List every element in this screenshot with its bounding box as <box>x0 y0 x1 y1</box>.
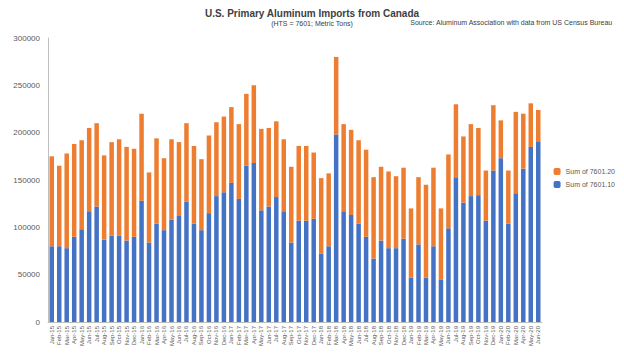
svg-text:Sum of 7601.20: Sum of 7601.20 <box>566 168 616 175</box>
svg-text:Feb-17: Feb-17 <box>236 325 242 345</box>
svg-text:Jul-16: Jul-16 <box>183 325 189 342</box>
svg-text:Dec-18: Dec-18 <box>401 325 407 345</box>
svg-text:Jan-20: Jan-20 <box>498 325 504 344</box>
svg-text:Sum of 7601.10: Sum of 7601.10 <box>566 181 616 188</box>
svg-text:Mar-16: Mar-16 <box>154 325 160 345</box>
svg-text:May-16: May-16 <box>169 325 175 346</box>
svg-text:Mar-20: Mar-20 <box>513 325 519 345</box>
svg-text:May-20: May-20 <box>528 325 534 346</box>
svg-text:Mar-18: Mar-18 <box>333 325 339 345</box>
svg-text:Jun-16: Jun-16 <box>176 325 182 344</box>
svg-text:Dec-15: Dec-15 <box>131 325 137 345</box>
svg-text:Feb-15: Feb-15 <box>56 325 62 345</box>
svg-text:Apr-18: Apr-18 <box>341 325 347 344</box>
svg-text:Jul-15: Jul-15 <box>94 325 100 342</box>
svg-text:Mar-17: Mar-17 <box>243 325 249 345</box>
svg-text:Jun-20: Jun-20 <box>535 325 541 344</box>
svg-text:Sep-18: Sep-18 <box>378 325 384 345</box>
svg-text:Jan-19: Jan-19 <box>408 325 414 344</box>
svg-text:Oct-19: Oct-19 <box>475 325 481 344</box>
svg-text:May-18: May-18 <box>348 325 354 346</box>
svg-text:Jan-18: Jan-18 <box>318 325 324 344</box>
svg-text:Apr-15: Apr-15 <box>71 325 77 344</box>
svg-text:Dec-16: Dec-16 <box>221 325 227 345</box>
svg-text:100000: 100000 <box>13 223 40 232</box>
svg-text:Apr-20: Apr-20 <box>520 325 526 344</box>
svg-text:Source: Aluminum Association w: Source: Aluminum Association with data f… <box>410 19 612 26</box>
svg-text:0: 0 <box>36 318 41 327</box>
svg-text:May-17: May-17 <box>258 325 264 346</box>
svg-text:Jan-16: Jan-16 <box>139 325 145 344</box>
svg-text:Nov-15: Nov-15 <box>124 325 130 345</box>
svg-text:May-15: May-15 <box>79 325 85 346</box>
svg-text:Aug-19: Aug-19 <box>460 325 466 345</box>
svg-text:Mar-19: Mar-19 <box>423 325 429 345</box>
svg-text:Jan-17: Jan-17 <box>228 325 234 344</box>
svg-text:250000: 250000 <box>13 81 40 90</box>
svg-text:Feb-20: Feb-20 <box>505 325 511 345</box>
svg-text:Aug-15: Aug-15 <box>101 325 107 345</box>
svg-text:Mar-15: Mar-15 <box>64 325 70 345</box>
svg-text:Nov-18: Nov-18 <box>393 325 399 345</box>
svg-text:Jul-18: Jul-18 <box>363 325 369 342</box>
svg-text:Apr-16: Apr-16 <box>161 325 167 344</box>
svg-text:Jun-18: Jun-18 <box>356 325 362 344</box>
svg-text:Dec-17: Dec-17 <box>311 325 317 345</box>
svg-text:Jun-19: Jun-19 <box>445 325 451 344</box>
svg-text:Apr-17: Apr-17 <box>251 325 257 344</box>
svg-text:Jan-15: Jan-15 <box>49 325 55 344</box>
svg-text:Oct-15: Oct-15 <box>116 325 122 344</box>
svg-text:May-19: May-19 <box>438 325 444 346</box>
svg-text:Sep-17: Sep-17 <box>288 325 294 345</box>
svg-text:Nov-19: Nov-19 <box>483 325 489 345</box>
svg-text:Jul-17: Jul-17 <box>273 325 279 342</box>
svg-text:Oct-17: Oct-17 <box>296 325 302 344</box>
svg-text:150000: 150000 <box>13 176 40 185</box>
svg-text:Aug-18: Aug-18 <box>371 325 377 345</box>
svg-text:Sep-16: Sep-16 <box>198 325 204 345</box>
svg-text:Oct-16: Oct-16 <box>206 325 212 344</box>
svg-text:Sep-15: Sep-15 <box>109 325 115 345</box>
svg-text:Apr-19: Apr-19 <box>430 325 436 344</box>
svg-text:200000: 200000 <box>13 128 40 137</box>
svg-text:Aug-17: Aug-17 <box>281 325 287 345</box>
svg-text:Oct-18: Oct-18 <box>386 325 392 344</box>
svg-text:Jun-15: Jun-15 <box>86 325 92 344</box>
svg-text:U.S. Primary Aluminum Imports: U.S. Primary Aluminum Imports from Canad… <box>205 8 420 19</box>
svg-text:50000: 50000 <box>18 270 41 279</box>
svg-text:Nov-17: Nov-17 <box>303 325 309 345</box>
svg-text:Jul-19: Jul-19 <box>453 325 459 342</box>
svg-text:Dec-19: Dec-19 <box>490 325 496 345</box>
svg-text:(HTS = 7601; Metric Tons): (HTS = 7601; Metric Tons) <box>271 20 353 28</box>
svg-text:Feb-18: Feb-18 <box>326 325 332 345</box>
svg-text:Sep-19: Sep-19 <box>468 325 474 345</box>
svg-text:Feb-19: Feb-19 <box>416 325 422 345</box>
svg-text:300000: 300000 <box>13 34 40 43</box>
svg-text:Aug-16: Aug-16 <box>191 325 197 345</box>
svg-text:Nov-16: Nov-16 <box>213 325 219 345</box>
svg-text:Jun-17: Jun-17 <box>266 325 272 344</box>
svg-text:Feb-16: Feb-16 <box>146 325 152 345</box>
